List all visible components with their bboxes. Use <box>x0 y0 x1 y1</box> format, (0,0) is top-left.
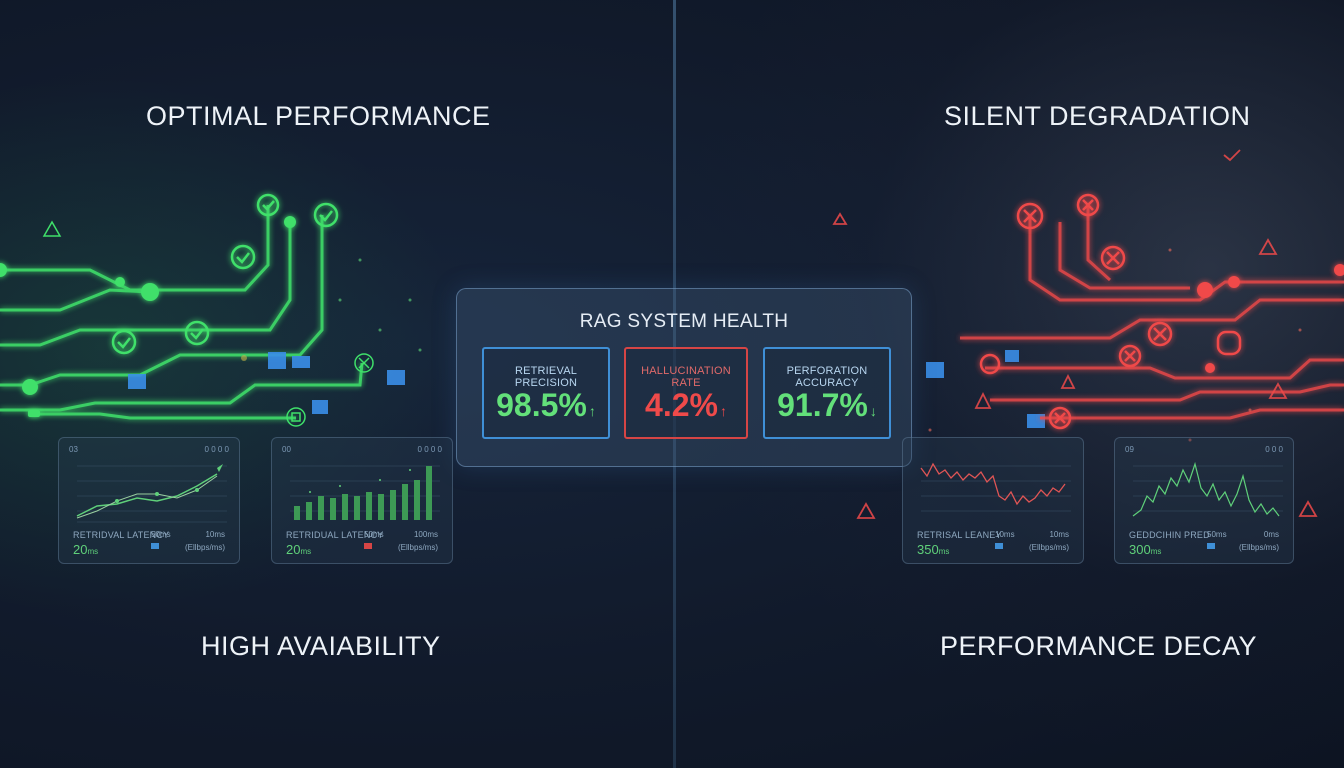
panel-corner-label: 03 <box>69 445 78 454</box>
trend-arrow-icon: ↑ <box>719 403 727 419</box>
retrieval-precision-card: RETRIEVAL PRECISION 98.5% ↑ <box>482 347 610 439</box>
metric-value: 91.7% ↓ <box>777 387 877 423</box>
mid-label: 10ms <box>995 530 1015 539</box>
warning-triangle-icon <box>832 149 1318 519</box>
stat-value: 300ms <box>1129 542 1162 557</box>
trend-arrow-icon: ↓ <box>869 403 877 419</box>
particles <box>241 258 422 361</box>
healthy-alert-icons <box>42 220 374 427</box>
right-label: 0ms <box>1263 530 1279 539</box>
line-chart <box>1132 461 1283 517</box>
legend-swatch-icon <box>995 543 1003 549</box>
metric-value: 4.2% ↑ <box>645 387 727 423</box>
healthy-circuit-traces <box>0 205 364 420</box>
latency-mini-panel: 03 0 0 0 0 RETRIDVAL LATENCY 20ms 50ms 1… <box>58 437 240 564</box>
legend-swatch-icon <box>1207 543 1215 549</box>
stat-label: RETRISAL LEANEY <box>917 530 1002 540</box>
degraded-speed-mini-panel: 09 0 0 0 GEDDCIHIN PRED 300ms 50ms 0ms (… <box>1114 437 1294 564</box>
mid-label: 50ms <box>364 530 384 539</box>
trend-arrow-icon: ↑ <box>588 403 596 419</box>
stat-value: 20ms <box>73 542 99 557</box>
degraded-circuit-traces <box>960 205 1344 420</box>
line-chart <box>76 464 227 523</box>
panel-title: RAG SYSTEM HEALTH <box>579 311 789 332</box>
optimal-performance-heading: OPTIMAL PERFORMANCE <box>146 101 491 131</box>
metric-value: 98.5% ↑ <box>496 387 596 423</box>
right-label: (Ellbps/ms) <box>1238 543 1279 552</box>
x-circle-icon <box>979 193 1242 430</box>
silent-degradation-heading: SILENT DEGRADATION <box>944 101 1251 131</box>
panel-corner-label: 0 0 0 0 <box>204 445 229 454</box>
high-availability-heading: HIGH AVAIABILITY <box>201 631 441 661</box>
throughput-mini-panel: 00 0 0 0 0 RETRIDUAL LATENCY 20ms 50ms 1… <box>271 437 453 564</box>
right-label: 10ms <box>205 530 225 539</box>
stat-label: RETRIDVAL LATENCY <box>73 530 170 540</box>
stat-value: 350ms <box>917 542 950 557</box>
line-chart <box>920 462 1071 512</box>
right-label: (Ellbps/ms) <box>397 543 438 552</box>
panel-corner-label: 0 0 0 <box>1265 445 1283 454</box>
rag-health-panel: RAG SYSTEM HEALTH RETRIEVAL PRECISION 98… <box>456 288 912 467</box>
right-label: 10ms <box>1049 530 1069 539</box>
healthy-nodes <box>0 216 296 417</box>
legend-swatch-icon <box>151 543 159 549</box>
right-label: 100ms <box>413 530 438 539</box>
stat-value: 20ms <box>286 542 312 557</box>
metric-label: PERFORATION ACCURACY <box>786 365 868 389</box>
mid-label: 50ms <box>151 530 171 539</box>
perforation-accuracy-card: PERFORATION ACCURACY 91.7% ↓ <box>763 347 891 439</box>
degraded-latency-mini-panel: RETRISAL LEANEY 350ms 10ms 10ms (Ellbps/… <box>902 437 1084 564</box>
panel-corner-label: 09 <box>1125 445 1134 454</box>
legend-swatch-icon <box>364 543 372 549</box>
right-label: (Ellbps/ms) <box>1028 543 1069 552</box>
performance-decay-heading: PERFORMANCE DECAY <box>940 631 1258 661</box>
panel-corner-label: 00 <box>282 445 291 454</box>
metric-label: RETRIEVAL PRECISION <box>514 365 578 389</box>
particles <box>928 248 1302 442</box>
bar-chart <box>290 465 440 520</box>
stat-label: GEDDCIHIN PRED <box>1129 530 1210 540</box>
error-nodes <box>1197 264 1344 373</box>
stat-label: RETRIDUAL LATENCY <box>286 530 384 540</box>
panel-corner-label: 0 0 0 0 <box>417 445 442 454</box>
right-label: (Ellbps/ms) <box>184 543 225 552</box>
check-icon <box>111 193 339 355</box>
mid-label: 50ms <box>1207 530 1227 539</box>
metric-label: HALLUCINATION RATE <box>641 365 731 389</box>
hallucination-rate-card: HALLUCINATION RATE 4.2% ↑ <box>624 347 748 439</box>
